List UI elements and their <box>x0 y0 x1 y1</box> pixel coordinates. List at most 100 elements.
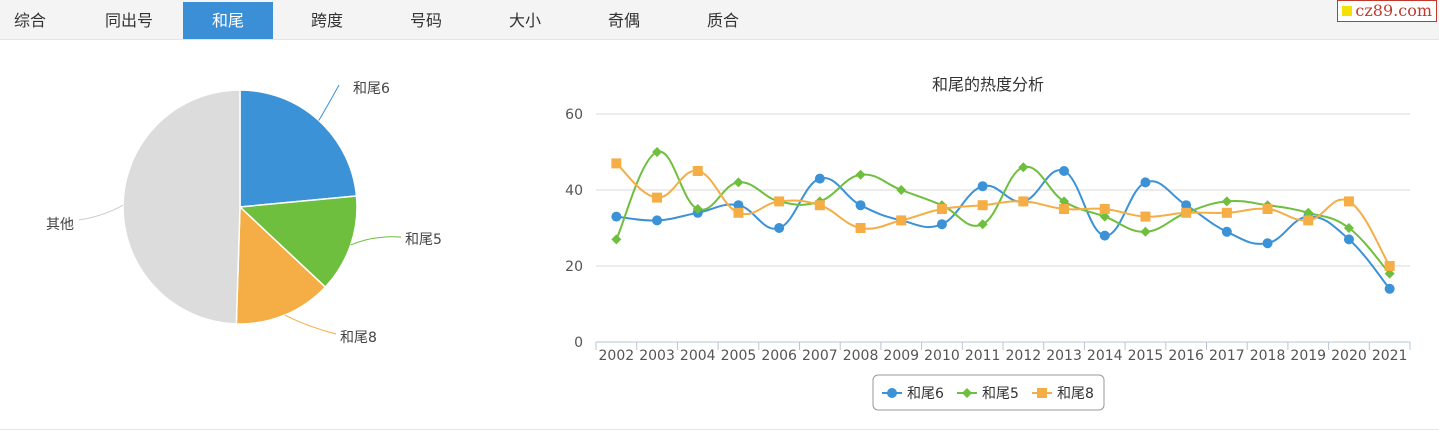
data-point <box>1303 215 1314 226</box>
line-chart: 和尾的热度分析 0 20 40 60 2002 2003 2004 2005 2006 2007 20… <box>565 75 1411 411</box>
pie-connector-line <box>284 314 337 335</box>
legend-marker-icon <box>887 388 897 398</box>
legend-box <box>872 374 1105 411</box>
x-tick-label: 2007 <box>802 348 838 364</box>
pie-label: 和尾8 <box>340 330 377 346</box>
data-point <box>1343 196 1354 207</box>
y-tick-label: 40 <box>565 183 583 199</box>
data-point <box>855 169 866 180</box>
data-point <box>977 200 988 211</box>
pie-slice <box>239 89 358 208</box>
data-point <box>1018 196 1029 207</box>
pie-chart: 和尾6 和尾5 和尾8 其他 <box>46 81 442 346</box>
data-point <box>1099 230 1110 241</box>
y-tick-label: 60 <box>565 107 583 123</box>
data-point <box>936 204 947 214</box>
data-point <box>1221 207 1232 218</box>
data-point <box>1140 211 1151 222</box>
data-point <box>977 219 988 230</box>
data-point <box>652 192 663 203</box>
x-tick-label: 2015 <box>1128 348 1164 364</box>
pie-connector-line <box>318 84 340 121</box>
data-point <box>1140 226 1151 237</box>
data-point <box>1099 204 1110 214</box>
legend-marker-icon <box>1037 388 1047 398</box>
data-point <box>1384 268 1395 279</box>
site-logo: cz89.com <box>1337 0 1437 22</box>
data-point <box>1343 223 1354 233</box>
tab-bar: 综合 同出号 和尾 跨度 号码 大小 奇偶 质合 cz89.com <box>0 0 1439 40</box>
data-point <box>855 223 866 233</box>
x-tick-label: 2012 <box>1006 348 1042 364</box>
tab-tongchuhao[interactable]: 同出号 <box>104 11 153 30</box>
tab-hewei[interactable]: 和尾 <box>183 2 273 39</box>
data-point <box>1384 261 1395 271</box>
x-tick-label: 2016 <box>1168 348 1204 364</box>
data-point <box>1262 204 1273 214</box>
data-point <box>1059 196 1070 207</box>
chart-title: 和尾的热度分析 <box>932 75 1044 94</box>
series-1 <box>616 169 1391 290</box>
x-tick-label: 2020 <box>1331 348 1367 364</box>
data-point <box>611 158 622 169</box>
data-point <box>692 204 703 214</box>
series-line <box>615 162 1391 267</box>
data-point <box>1018 162 1029 173</box>
data-point <box>1262 238 1273 249</box>
x-tick-label: 2010 <box>924 348 960 364</box>
bottom-divider <box>0 429 1439 430</box>
data-point <box>1303 207 1314 218</box>
data-point <box>936 219 947 230</box>
series-line <box>616 169 1391 290</box>
data-point <box>774 196 785 207</box>
x-tick-label: 2002 <box>599 348 635 364</box>
series-3 <box>615 162 1391 267</box>
x-tick-label: 2006 <box>761 348 797 364</box>
tab-jiou[interactable]: 奇偶 <box>607 11 640 30</box>
data-point <box>611 211 622 222</box>
logo-text: cz89.com <box>1355 1 1432 20</box>
series-markers-2 <box>611 147 1395 279</box>
tab-zonghe[interactable]: 综合 <box>13 11 46 30</box>
pie-slice <box>122 89 241 325</box>
x-tick-label: 2011 <box>965 348 1001 364</box>
x-tick-label: 2014 <box>1087 348 1123 364</box>
data-point <box>1059 166 1070 176</box>
data-point <box>896 215 907 226</box>
data-point <box>774 223 785 233</box>
data-point <box>1181 200 1192 211</box>
series-markers-3 <box>611 158 1395 271</box>
x-tick-label: 2003 <box>639 348 675 364</box>
pie-connector-line <box>350 236 402 246</box>
data-point <box>733 207 744 218</box>
data-point <box>652 147 663 157</box>
data-point <box>1221 226 1232 237</box>
chart-legend: 和尾6 和尾5 和尾8 <box>872 374 1105 411</box>
tab-haoma[interactable]: 号码 <box>409 11 442 30</box>
tab-zhihe[interactable]: 质合 <box>706 11 739 30</box>
logo-mark-icon <box>1342 6 1353 16</box>
data-point <box>1384 283 1395 294</box>
data-point <box>652 215 663 226</box>
series-line <box>615 150 1391 275</box>
tab-kuadu[interactable]: 跨度 <box>310 11 343 30</box>
pie-label: 和尾5 <box>405 232 442 248</box>
data-point <box>814 200 825 211</box>
pie-label: 其他 <box>46 217 74 233</box>
tab-daxiao[interactable]: 大小 <box>508 11 541 30</box>
pie-label: 和尾6 <box>353 81 390 97</box>
data-point <box>733 177 744 188</box>
data-point <box>692 166 703 176</box>
data-point <box>855 200 866 211</box>
x-tick-label: 2019 <box>1290 348 1326 364</box>
data-point <box>977 181 988 192</box>
data-point <box>1221 196 1232 207</box>
y-tick-label: 20 <box>565 259 583 275</box>
x-tick-label: 2013 <box>1046 348 1082 364</box>
x-tick-label: 2021 <box>1372 348 1408 364</box>
pie-connector-line <box>78 204 124 221</box>
x-tick-label: 2008 <box>843 348 879 364</box>
series-markers-1 <box>611 166 1395 294</box>
x-tick-label: 2005 <box>721 348 757 364</box>
